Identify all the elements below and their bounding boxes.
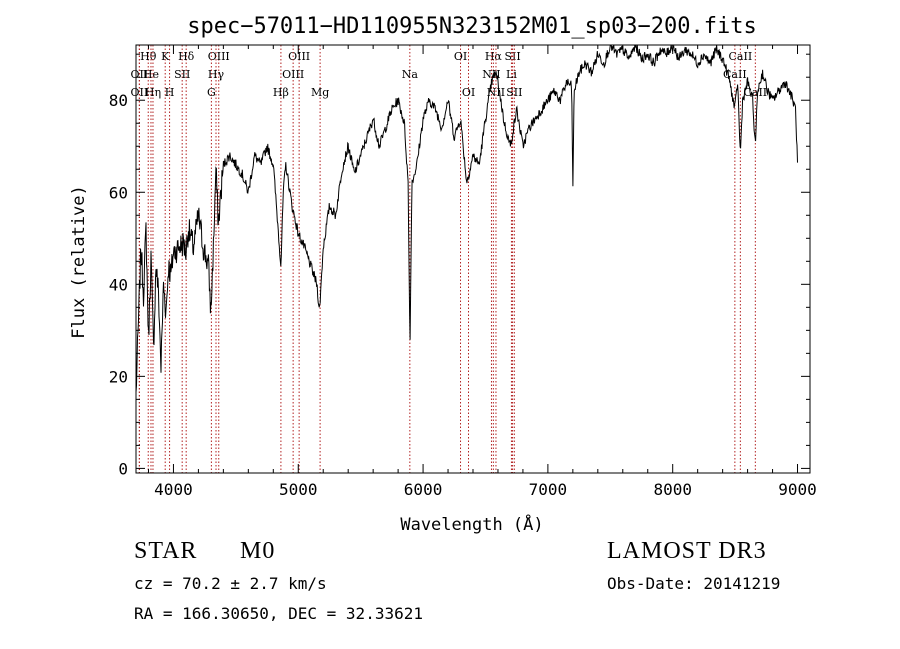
line-label-5: K — [161, 50, 170, 63]
line-label-4: Hη — [145, 86, 161, 99]
x-tick-label-4: 8000 — [653, 480, 692, 499]
coordinates-readout: RA = 166.30650, DEC = 32.33621 — [134, 604, 423, 623]
y-tick-label-3: 60 — [109, 183, 128, 202]
plot-frame — [135, 44, 811, 474]
redshift-readout: cz = 70.2 ± 2.7 km/s — [134, 574, 327, 593]
line-label-6: SII — [174, 68, 190, 81]
line-label-9: OIII — [208, 50, 230, 63]
chart-title: spec−57011−HD110955N323152M01_sp03−200.f… — [187, 14, 757, 39]
line-label-14: OIII — [282, 68, 304, 81]
line-label-15: Mg — [311, 86, 329, 99]
object-class: STAR — [134, 538, 198, 564]
observation-date: Obs-Date: 20141219 — [607, 574, 781, 593]
survey-label: LAMOST DR3 — [607, 538, 767, 564]
y-tick-label-2: 40 — [109, 275, 128, 294]
object-subclass: M0 — [240, 538, 276, 564]
x-tick-label-1: 5000 — [279, 480, 318, 499]
line-label-24: SII — [506, 86, 522, 99]
spectrum-series — [135, 44, 798, 393]
x-tick-label-3: 7000 — [529, 480, 568, 499]
line-label-17: OI — [454, 50, 467, 63]
line-label-22: SII — [504, 50, 520, 63]
line-label-7: H — [165, 86, 175, 99]
line-label-18: OI — [462, 86, 475, 99]
x-tick-label-5: 9000 — [778, 480, 817, 499]
spectrum-line — [135, 44, 798, 393]
line-label-11: G — [207, 86, 216, 99]
y-tick-label-4: 80 — [109, 91, 128, 110]
y-tick-label-0: 0 — [118, 459, 128, 478]
line-label-2: OII — [131, 86, 149, 99]
y-axis-label: Flux (relative) — [69, 185, 89, 339]
line-label-21: NII — [487, 86, 505, 99]
line-label-0: Hθ — [140, 50, 157, 63]
line-label-12: Hβ — [273, 86, 289, 99]
line-label-13: OIII — [288, 50, 310, 63]
line-label-16: Na — [402, 68, 419, 81]
axis-ticks: 4000 5000 6000 7000 8000 9000 0 20 40 60 80 — [109, 45, 817, 499]
line-label-8: Hδ — [178, 50, 195, 63]
line-label-10: Hγ — [208, 68, 225, 81]
line-label-3: He — [143, 68, 159, 81]
line-label-19: Hα — [485, 50, 503, 63]
x-axis-label: Wavelength (Å) — [400, 513, 543, 535]
line-label-25: CaII — [729, 50, 753, 63]
x-tick-label-2: 6000 — [404, 480, 443, 499]
line-label-23: Li — [506, 68, 517, 81]
x-tick-label-0: 4000 — [154, 480, 193, 499]
y-tick-label-1: 20 — [109, 367, 128, 386]
